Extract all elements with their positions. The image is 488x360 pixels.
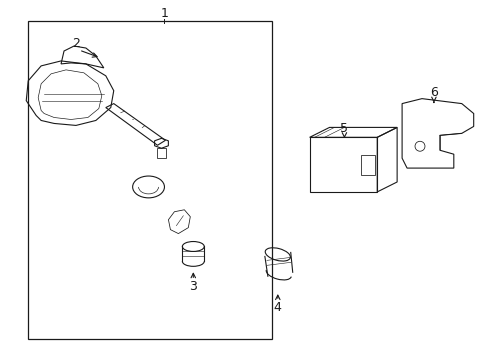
- Text: 3: 3: [189, 280, 197, 293]
- Text: 4: 4: [273, 301, 281, 314]
- Text: 6: 6: [429, 86, 437, 99]
- Text: 5: 5: [340, 122, 348, 135]
- Bar: [361, 155, 374, 175]
- Bar: [28, 21, 271, 339]
- Text: 1: 1: [160, 7, 168, 20]
- Bar: [309, 137, 376, 192]
- Text: 2: 2: [72, 37, 80, 50]
